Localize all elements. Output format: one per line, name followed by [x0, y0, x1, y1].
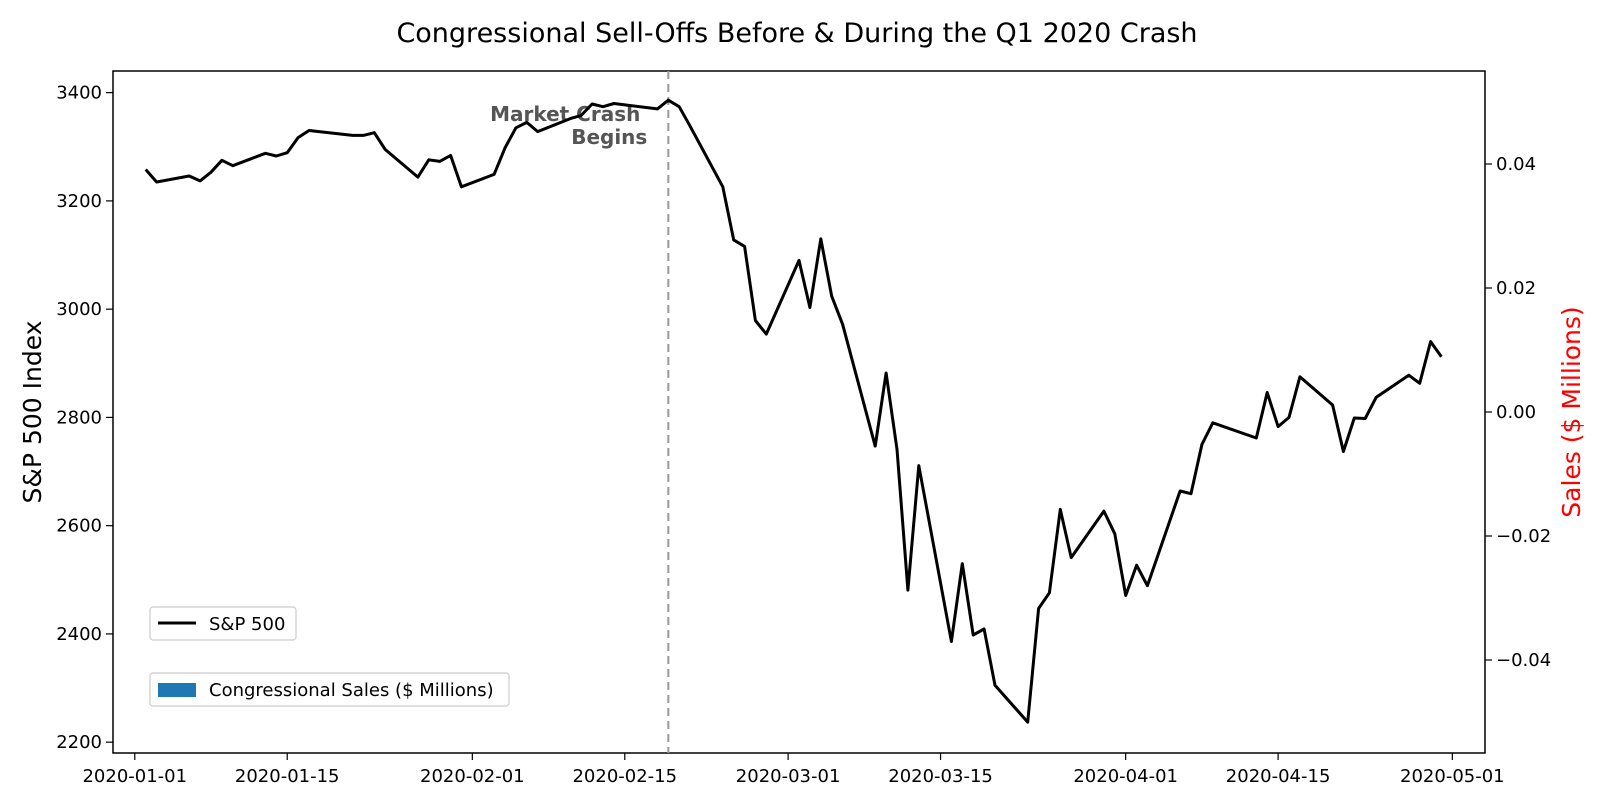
- legend-swatch-sales: [158, 683, 196, 697]
- y-axis-left: 2200 2400 2600 2800 3000 3200 3400: [56, 83, 113, 753]
- x-tick-label-7: 2020-04-15: [1226, 766, 1331, 787]
- x-tick-label-4: 2020-03-01: [736, 766, 841, 787]
- legend-box-sales: [149, 672, 510, 707]
- chart-title: Congressional Sell-Offs Before & During …: [396, 18, 1197, 49]
- y-tick-label-0: 2200: [56, 732, 102, 753]
- y2-tick-label-3: 0.02: [1496, 278, 1536, 299]
- y2-tick-label-4: 0.04: [1496, 154, 1536, 175]
- x-tick-label-1: 2020-01-15: [235, 766, 340, 787]
- y-tick-label-6: 3400: [56, 83, 102, 104]
- x-tick-label-6: 2020-04-01: [1073, 766, 1178, 787]
- x-tick-label-3: 2020-02-15: [572, 766, 677, 787]
- y2-tick-label-2: 0.00: [1496, 402, 1536, 423]
- x-axis: 2020-01-01 2020-01-15 2020-02-01 2020-02-15…: [82, 753, 1505, 787]
- legend-label-sales: Congressional Sales ($ Millions): [209, 680, 494, 701]
- y2-tick-label-1: −0.02: [1496, 526, 1551, 547]
- sp500-series-line: [144, 98, 1443, 724]
- crash-annotation-line-1: Market Crash: [490, 102, 640, 126]
- y-tick-label-1: 2400: [56, 624, 102, 645]
- y-axis-label-left: S&P 500 Index: [18, 321, 47, 504]
- y-axis-label-right: Sales ($ Millions): [1557, 306, 1586, 517]
- x-tick-label-8: 2020-05-01: [1400, 766, 1505, 787]
- y-tick-label-2: 2600: [56, 516, 102, 537]
- y-axis-right: −0.04 −0.02 0.00 0.02 0.04: [1485, 154, 1551, 671]
- legend-box-sp500: [149, 606, 297, 641]
- y-tick-label-3: 2800: [56, 407, 102, 428]
- legend-sp500: S&P 500: [149, 606, 297, 641]
- y-tick-label-5: 3200: [56, 191, 102, 212]
- y-tick-label-4: 3000: [56, 299, 102, 320]
- crash-annotation-line-2: Begins: [571, 125, 647, 149]
- x-tick-label-5: 2020-03-15: [888, 766, 993, 787]
- legend-sales: Congressional Sales ($ Millions): [149, 672, 510, 707]
- crash-annotation: Market Crash Begins: [490, 102, 647, 149]
- plot-area: [112, 70, 1486, 754]
- legend-label-sp500: S&P 500: [209, 614, 285, 635]
- x-tick-label-0: 2020-01-01: [82, 766, 187, 787]
- y2-tick-label-0: −0.04: [1496, 650, 1551, 671]
- x-tick-label-2: 2020-02-01: [420, 766, 525, 787]
